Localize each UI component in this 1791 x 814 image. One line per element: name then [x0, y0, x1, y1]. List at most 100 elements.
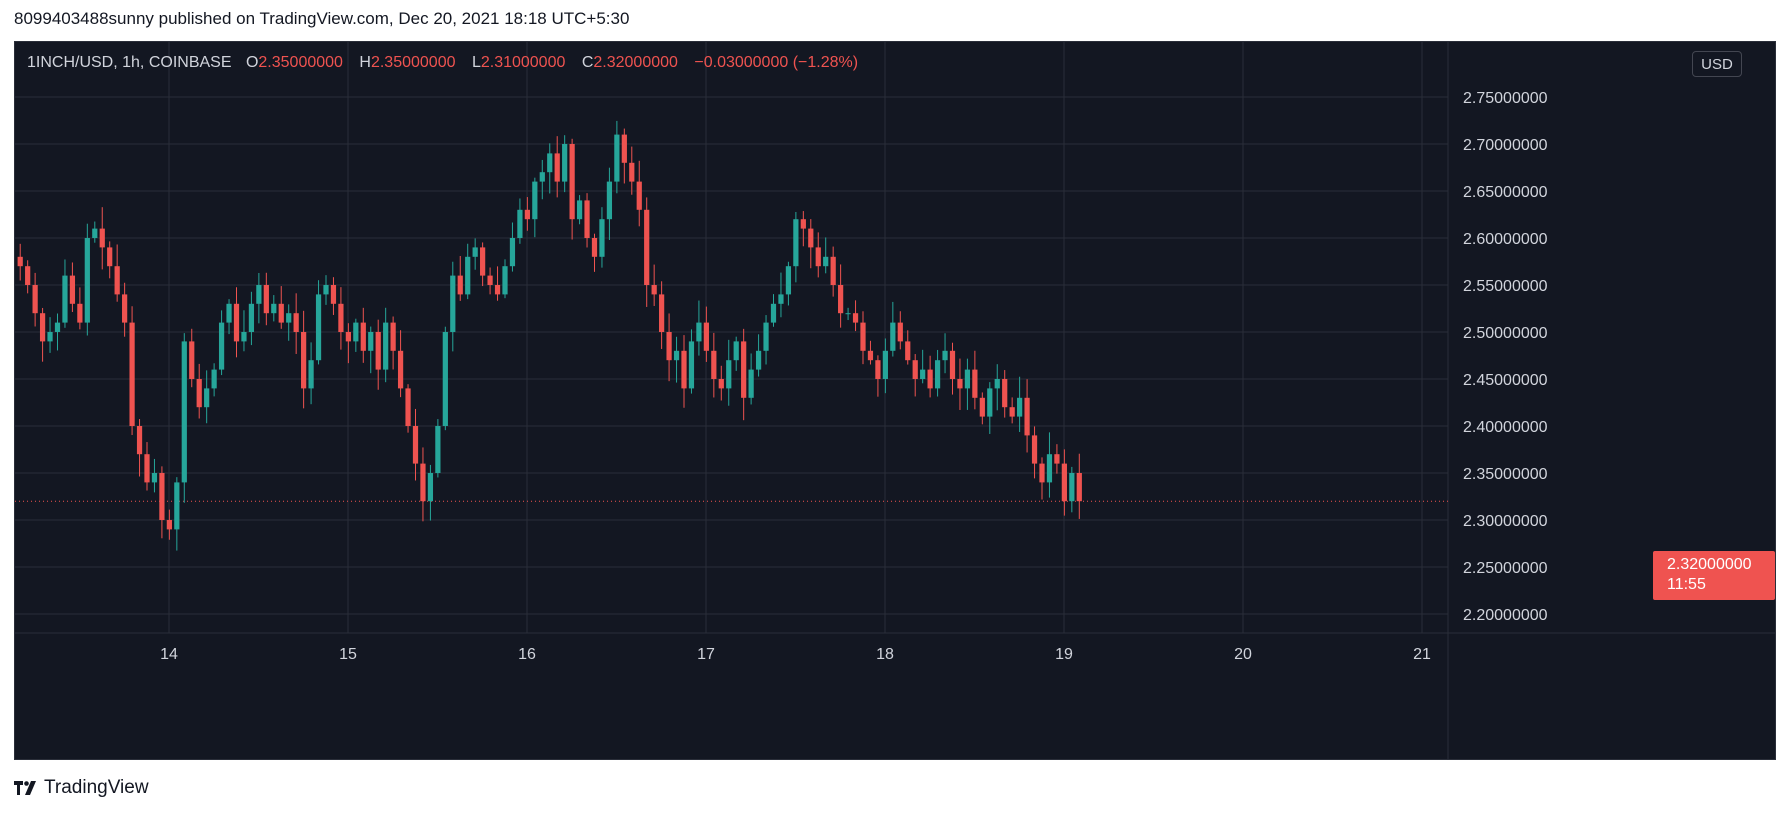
candle-body: [271, 303, 277, 314]
candle-body: [278, 303, 284, 323]
high-label: H: [359, 54, 371, 71]
candle-body: [62, 275, 68, 323]
bar-countdown: 11:55: [1667, 576, 1706, 593]
candle-body: [174, 482, 180, 530]
candle-body: [644, 209, 650, 285]
symbol-label[interactable]: 1INCH/USD, 1h, COINBASE: [27, 54, 232, 71]
y-tick-label: 2.70000000: [1463, 137, 1548, 154]
candle-body: [659, 294, 665, 332]
candle-body: [487, 275, 493, 285]
candle-body: [614, 134, 620, 182]
close-label: C: [581, 54, 594, 71]
candle-body: [99, 228, 105, 248]
candle-body: [927, 369, 933, 389]
candle-body: [25, 266, 31, 285]
candle-body: [591, 238, 598, 257]
candle-body: [435, 426, 441, 473]
currency-button[interactable]: USD: [1692, 51, 1742, 77]
candle-body: [457, 275, 463, 295]
candle-body: [741, 341, 747, 398]
last-price-value: 2.32000000: [1667, 556, 1752, 573]
candle-body: [696, 322, 702, 342]
candle-body: [905, 341, 911, 361]
candle-body: [122, 294, 128, 323]
candle-body: [763, 322, 769, 351]
candle-body: [226, 303, 232, 323]
candle-body: [569, 144, 575, 220]
candle-body: [509, 238, 516, 267]
candle-body: [673, 350, 680, 361]
candle-body: [711, 350, 717, 379]
candle-body: [308, 360, 314, 389]
candle-body: [666, 332, 672, 361]
candle-body: [830, 256, 836, 285]
candle-body: [92, 228, 98, 238]
candle-body: [256, 285, 262, 304]
y-tick-label: 2.50000000: [1463, 325, 1548, 342]
candle-body: [32, 285, 38, 314]
candle-body: [554, 153, 560, 182]
candle-body: [800, 219, 806, 229]
candle-body: [979, 397, 985, 417]
tradingview-logo[interactable]: TradingView: [14, 777, 149, 799]
time-axis[interactable]: 14 15 16 17 18 19 20 21: [160, 646, 1431, 663]
candle-body: [360, 322, 366, 351]
close-value: 2.32000000: [593, 54, 678, 71]
candle-body: [442, 332, 448, 426]
candle-body: [69, 275, 76, 304]
y-tick-label: 2.35000000: [1463, 466, 1548, 483]
candle-body: [315, 294, 322, 361]
candle-body: [1031, 435, 1038, 464]
low-label: L: [471, 54, 481, 71]
candlestick-chart[interactable]: 2.75000000 2.70000000 2.65000000 2.60000000…: [15, 42, 1775, 759]
candle-body: [890, 322, 896, 351]
candle-body: [815, 247, 821, 267]
candle-body: [1061, 463, 1067, 502]
x-tick-label: 19: [1055, 646, 1073, 663]
candle-body: [987, 388, 993, 417]
candle-body: [964, 369, 971, 389]
candle-body: [860, 322, 866, 351]
price-axis[interactable]: 2.75000000 2.70000000 2.65000000 2.60000000…: [1463, 90, 1548, 624]
candle-body: [838, 285, 844, 314]
candle-body: [248, 303, 255, 332]
candle-body: [39, 313, 46, 342]
candle-body: [942, 350, 948, 361]
candle-body: [480, 247, 486, 276]
candle-body: [353, 322, 359, 342]
candle-body: [688, 341, 695, 389]
candle-body: [1009, 407, 1015, 417]
candle-body: [420, 463, 426, 502]
candle-body: [338, 303, 344, 332]
candle-body: [136, 426, 143, 455]
tradingview-logo-icon: [14, 781, 36, 795]
candle-body: [241, 332, 247, 342]
x-tick-label: 18: [876, 646, 894, 663]
candle-body: [427, 473, 434, 502]
candle-body: [726, 360, 732, 389]
candle-body: [808, 228, 814, 248]
candle-body: [494, 285, 501, 295]
candle-body: [770, 303, 777, 323]
candle-body: [957, 379, 963, 389]
candle-body: [84, 238, 90, 323]
y-tick-label: 2.20000000: [1463, 607, 1548, 624]
candle-body: [1017, 397, 1023, 417]
candle-body: [562, 144, 568, 182]
y-tick-label: 2.45000000: [1463, 372, 1548, 389]
candle-body: [397, 350, 404, 389]
candle-body: [77, 303, 83, 323]
candle-body: [1054, 454, 1060, 464]
brand-name: TradingView: [44, 777, 149, 798]
candle-body: [703, 322, 709, 351]
chart-panel[interactable]: 2.75000000 2.70000000 2.65000000 2.60000000…: [14, 41, 1776, 760]
last-price-tag: 2.32000000 11:55: [1653, 551, 1775, 600]
candle-body: [189, 341, 195, 379]
candle-body: [286, 313, 292, 323]
candle-body: [330, 285, 337, 304]
open-value: 2.35000000: [258, 54, 343, 71]
x-tick-label: 14: [160, 646, 178, 663]
candle-body: [584, 200, 590, 238]
candle-body: [390, 322, 396, 351]
candle-body: [845, 313, 851, 315]
